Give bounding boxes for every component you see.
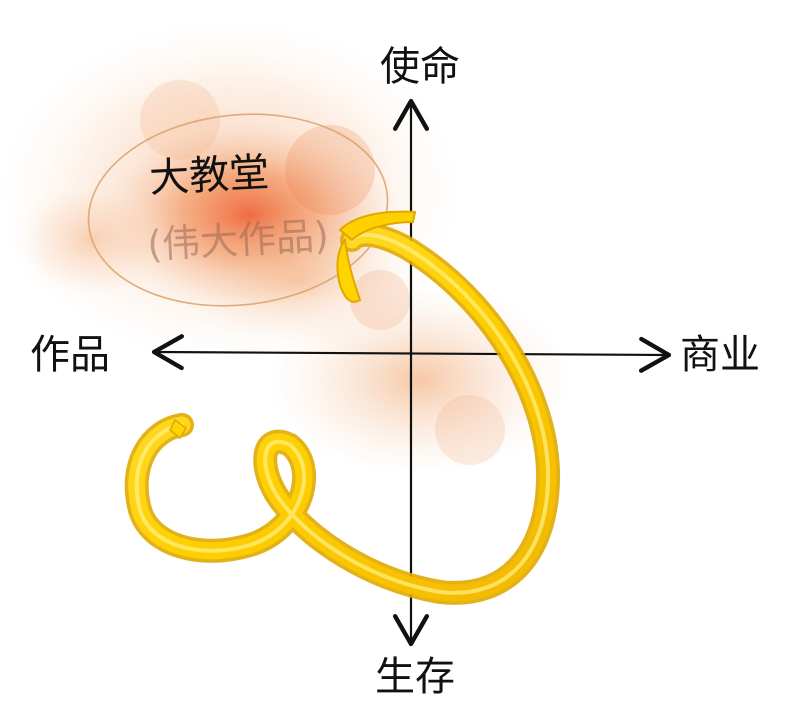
axes xyxy=(151,98,672,647)
region-title: 大教堂 xyxy=(148,150,270,202)
left-axis-label: 作品 xyxy=(30,332,110,378)
region-outline xyxy=(87,113,389,307)
watercolor-splash xyxy=(0,20,570,475)
ribbon-swirl xyxy=(124,210,561,605)
top-axis-label: 使命 xyxy=(380,44,460,90)
right-axis-label: 商业 xyxy=(680,332,760,378)
horizontal-axis xyxy=(151,334,672,373)
bottom-axis-label: 生存 xyxy=(375,654,455,700)
region-subtitle: (伟大作品) xyxy=(146,214,330,267)
